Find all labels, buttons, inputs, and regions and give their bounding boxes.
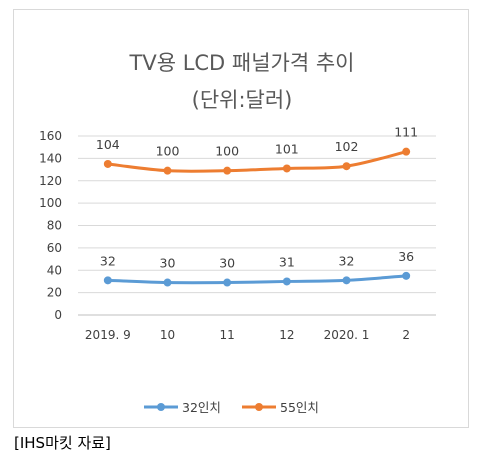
legend-label: 55인치 bbox=[280, 400, 319, 415]
y-tick-label: 40 bbox=[47, 263, 62, 277]
data-point bbox=[223, 278, 232, 287]
data-point bbox=[342, 162, 351, 171]
y-tick-label: 20 bbox=[47, 286, 62, 300]
data-point bbox=[103, 276, 112, 285]
x-tick-label: 11 bbox=[220, 328, 235, 342]
data-label: 100 bbox=[156, 144, 180, 159]
y-tick-label: 160 bbox=[39, 129, 62, 143]
y-tick-label: 60 bbox=[47, 241, 62, 255]
series-line bbox=[106, 150, 408, 173]
data-label: 102 bbox=[335, 139, 359, 154]
chart-title: TV용 LCD 패널가격 추이 bbox=[129, 51, 355, 75]
data-label: 104 bbox=[96, 137, 120, 152]
data-point bbox=[163, 278, 172, 287]
y-tick-label: 140 bbox=[39, 151, 62, 165]
source-note: [IHS마킷 자료] bbox=[14, 434, 111, 452]
y-tick-label: 80 bbox=[47, 219, 62, 233]
chart-subtitle: (단위:달러) bbox=[192, 88, 293, 112]
data-point bbox=[402, 271, 411, 280]
x-tick-label: 10 bbox=[160, 328, 175, 342]
data-label: 101 bbox=[275, 141, 299, 156]
x-tick-label: 2019. 9 bbox=[85, 328, 131, 342]
data-label: 32 bbox=[100, 253, 116, 268]
y-tick-label: 100 bbox=[39, 196, 62, 210]
data-label: 31 bbox=[279, 254, 295, 269]
legend-swatch-marker bbox=[255, 403, 263, 411]
legend-swatch-marker bbox=[157, 403, 165, 411]
data-point bbox=[103, 159, 112, 168]
data-point bbox=[223, 166, 232, 175]
data-label: 32 bbox=[339, 253, 355, 268]
x-tick-label: 12 bbox=[279, 328, 294, 342]
data-point bbox=[163, 166, 172, 175]
data-point bbox=[342, 276, 351, 285]
x-tick-label: 2 bbox=[402, 328, 410, 342]
data-label: 100 bbox=[215, 144, 239, 159]
data-point bbox=[402, 147, 411, 156]
data-point bbox=[282, 277, 291, 286]
y-tick-label: 120 bbox=[39, 174, 62, 188]
data-label: 36 bbox=[398, 249, 414, 264]
data-point bbox=[282, 164, 291, 173]
legend-label: 32인치 bbox=[182, 400, 221, 415]
y-tick-label: 0 bbox=[54, 308, 62, 322]
line-chart: TV용 LCD 패널가격 추이 (단위:달러) 0 20 40 60 80 100 120 1… bbox=[39, 51, 436, 415]
chart-frame: TV용 LCD 패널가격 추이 (단위:달러) 0 20 40 60 80 100 120 1… bbox=[13, 9, 469, 428]
data-label: 30 bbox=[160, 256, 176, 271]
x-tick-label: 2020. 1 bbox=[324, 328, 370, 342]
data-label: 111 bbox=[394, 125, 418, 140]
data-label: 30 bbox=[219, 256, 235, 271]
series-line bbox=[106, 274, 408, 285]
